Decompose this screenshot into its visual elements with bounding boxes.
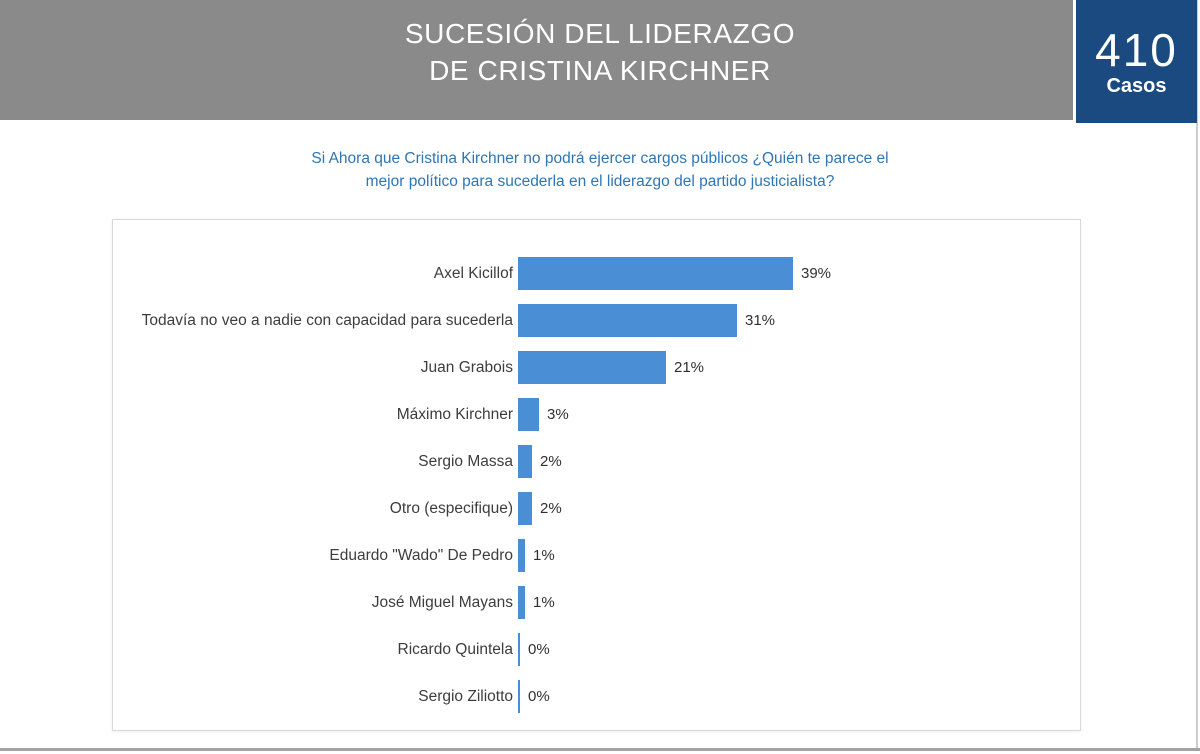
- bar-value: 0%: [528, 641, 550, 658]
- page-title-line-2: DE CRISTINA KIRCHNER: [429, 55, 771, 86]
- slide-bottom-edge-line: [0, 748, 1200, 751]
- bar-label: Otro (especifique): [389, 499, 513, 517]
- bar-value: 1%: [533, 594, 555, 611]
- cases-count: 410: [1095, 23, 1178, 76]
- chart-card: Axel Kicillof 39% Todavía no veo a nadie c…: [112, 219, 1081, 731]
- cases-label: Casos: [1106, 74, 1167, 97]
- bar: [518, 398, 539, 431]
- bar-label: Juan Grabois: [420, 358, 513, 376]
- bar-label: Ricardo Quintela: [397, 640, 513, 658]
- bar-label: Eduardo "Wado" De Pedro: [329, 546, 513, 564]
- bar-row: Sergio Ziliotto 0%: [113, 673, 1080, 720]
- bar-value: 21%: [674, 359, 705, 376]
- page-title-line-1: SUCESIÓN DEL LIDERAZGO: [404, 18, 796, 49]
- bar-track: 31%: [518, 304, 1080, 337]
- bar: [518, 351, 666, 384]
- bar-label: José Miguel Mayans: [371, 593, 513, 611]
- bar: [518, 304, 737, 337]
- bar-value: 0%: [528, 688, 550, 705]
- bar-row: Otro (especifique) 2%: [113, 485, 1080, 532]
- bar-label: Axel Kicillof: [433, 264, 513, 282]
- chart-rows: Axel Kicillof 39% Todavía no veo a nadie c…: [113, 250, 1080, 720]
- bar: [518, 680, 520, 713]
- bar-track: 3%: [518, 398, 1080, 431]
- bar-track: 2%: [518, 492, 1080, 525]
- bar-value: 2%: [540, 500, 562, 517]
- bar-label: Máximo Kirchner: [396, 405, 513, 423]
- question-text: Si Ahora que Cristina Kirchner no podrá …: [0, 147, 1200, 193]
- bar-row: Máximo Kirchner 3%: [113, 391, 1080, 438]
- bar-row: José Miguel Mayans 1%: [113, 579, 1080, 626]
- bar-track: 0%: [518, 633, 1080, 666]
- bar: [518, 633, 520, 666]
- bar-row: Eduardo "Wado" De Pedro 1%: [113, 532, 1080, 579]
- bar-value: 2%: [540, 453, 562, 470]
- bar-value: 3%: [547, 406, 569, 423]
- bar-row: Sergio Massa 2%: [113, 438, 1080, 485]
- bar-value: 1%: [533, 547, 555, 564]
- bar-value: 39%: [801, 265, 832, 282]
- bar-row: Juan Grabois 21%: [113, 344, 1080, 391]
- page-title: SUCESIÓN DEL LIDERAZGO DE CRISTINA KIRCH…: [0, 15, 1200, 89]
- cases-badge: 410 Casos: [1076, 0, 1197, 123]
- bar: [518, 257, 793, 290]
- bar: [518, 492, 532, 525]
- bar-value: 31%: [745, 312, 776, 329]
- bar-label: Sergio Massa: [418, 452, 513, 470]
- bar-track: 39%: [518, 257, 1080, 290]
- bar: [518, 586, 525, 619]
- bar-track: 1%: [518, 586, 1080, 619]
- question-line-1: Si Ahora que Cristina Kirchner no podrá …: [311, 150, 889, 167]
- header-band: [0, 0, 1073, 120]
- bar-track: 0%: [518, 680, 1080, 713]
- question-line-2: mejor político para sucederla en el lide…: [365, 173, 835, 190]
- bar: [518, 539, 525, 572]
- bar-track: 21%: [518, 351, 1080, 384]
- bar-track: 2%: [518, 445, 1080, 478]
- bar-label: Sergio Ziliotto: [418, 687, 513, 705]
- slide-right-edge-line: [1196, 0, 1198, 748]
- bar-track: 1%: [518, 539, 1080, 572]
- bar-row: Todavía no veo a nadie con capacidad par…: [113, 297, 1080, 344]
- bar: [518, 445, 532, 478]
- bar-row: Axel Kicillof 39%: [113, 250, 1080, 297]
- bar-row: Ricardo Quintela 0%: [113, 626, 1080, 673]
- bar-label: Todavía no veo a nadie con capacidad par…: [141, 311, 513, 329]
